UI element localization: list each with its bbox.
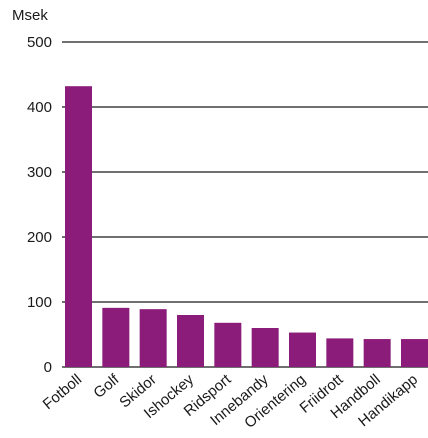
y-unit-label: Msek	[12, 7, 48, 24]
bars	[65, 86, 428, 367]
bar-friidrott	[326, 338, 354, 367]
x-axis-ticks: Fotboll GolfSkidorIshockeyRidsportInneban…	[40, 371, 421, 432]
bar-golf	[102, 307, 130, 367]
y-tick-label: 400	[27, 99, 52, 116]
y-tick-label: 200	[27, 229, 52, 246]
y-tick-label: 0	[44, 359, 52, 376]
bar-orientering	[289, 332, 316, 367]
y-tick-label: 500	[27, 34, 52, 51]
bar-handikapp	[401, 339, 428, 367]
bar-ridsport	[214, 322, 242, 367]
y-axis-ticks: 0 100 200 300 400 500	[27, 34, 52, 376]
bar-handboll	[363, 339, 391, 367]
bar-ishockey	[177, 315, 204, 367]
y-tick-label: 100	[27, 294, 52, 311]
bar-innebandy	[251, 328, 279, 367]
y-tick-label: 300	[27, 164, 52, 181]
bar-skidor	[139, 309, 167, 367]
x-tick-label: Fotboll	[40, 371, 85, 413]
bar-fotboll	[65, 86, 92, 367]
